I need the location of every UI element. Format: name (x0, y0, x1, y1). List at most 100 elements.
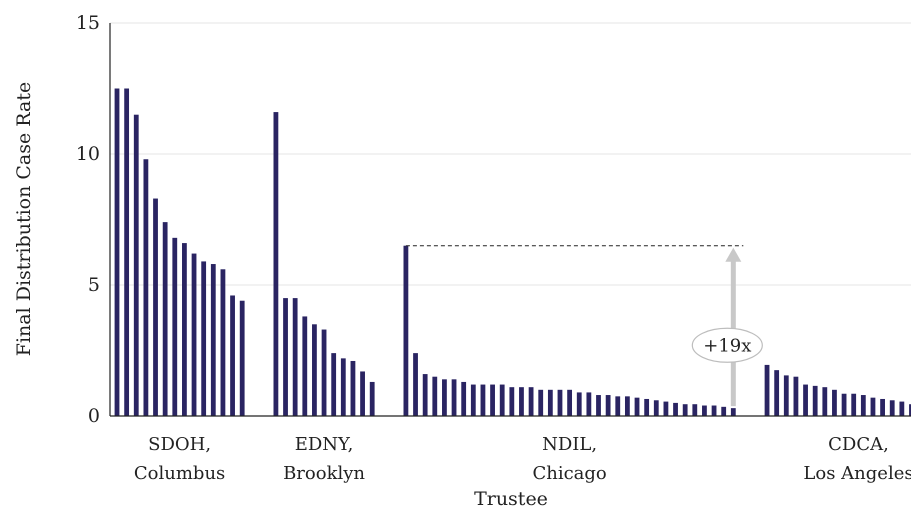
bar-edny-10 (360, 371, 365, 416)
bar-cdca-16 (909, 404, 911, 416)
annotation: +19x (405, 245, 763, 407)
category-label-cdca-line1: CDCA, (828, 434, 889, 455)
category-label-sdoh-line1: SDOH, (148, 434, 211, 455)
bar-ndil-26 (644, 398, 650, 416)
category-label-sdoh-line2: Columbus (134, 463, 225, 484)
bar-ndil-35 (730, 408, 736, 416)
bar-ndil-31 (692, 404, 698, 416)
bar-ndil-7 (461, 381, 467, 416)
category-label-edny-line1: EDNY, (295, 434, 354, 455)
bar-ndil-27 (653, 400, 659, 416)
annotation-bubble (691, 327, 763, 363)
bar-edny-6 (321, 329, 327, 416)
bar-cdca-3 (783, 375, 789, 416)
bar-cdca-2 (774, 370, 780, 416)
bar-cdca-10 (851, 393, 857, 416)
bar-ndil-17 (557, 389, 563, 416)
gridlines (110, 22, 911, 286)
bar-cdca-6 (812, 385, 818, 416)
bar-ndil-5 (442, 379, 447, 416)
bar-sdoh-10 (201, 261, 207, 416)
bar-ndil-21 (596, 395, 601, 416)
bar-ndil-3 (422, 374, 428, 416)
bar-cdca-7 (822, 387, 828, 416)
bar-edny-9 (350, 360, 356, 416)
bar-edny-7 (331, 353, 337, 416)
category-label-ndil-line2: Chicago (532, 463, 606, 484)
bar-cdca-4 (793, 376, 799, 416)
bar-ndil-1 (403, 245, 409, 416)
bar-cdca-11 (860, 395, 866, 416)
category-label-cdca-line2: Los Angeles (803, 463, 911, 484)
y-tick-label-10: 10 (76, 143, 100, 165)
bar-ndil-12 (509, 387, 515, 416)
bar-ndil-25 (634, 397, 640, 416)
bar-ndil-29 (673, 402, 678, 416)
bar-ndil-15 (538, 389, 544, 416)
category-label-edny-line2: Brooklyn (283, 463, 365, 484)
bar-edny-8 (340, 358, 346, 416)
bar-ndil-4 (432, 376, 438, 416)
bar-sdoh-4 (143, 159, 149, 417)
bar-sdoh-8 (182, 243, 187, 416)
bar-sdoh-5 (153, 198, 158, 416)
bar-ndil-22 (605, 395, 611, 416)
bar-sdoh-14 (239, 300, 245, 416)
bar-cdca-12 (870, 397, 876, 416)
bar-sdoh-11 (210, 264, 216, 416)
bar-sdoh-12 (220, 269, 226, 416)
bar-sdoh-3 (133, 114, 139, 416)
bar-ndil-23 (615, 396, 621, 416)
bar-edny-3 (292, 298, 298, 416)
bar-edny-1 (273, 112, 279, 416)
bar-ndil-18 (567, 389, 573, 416)
bar-ndil-33 (711, 405, 717, 416)
bar-cdca-15 (899, 401, 905, 416)
bar-ndil-6 (451, 379, 457, 416)
bar-cdca-1 (764, 364, 770, 416)
bar-edny-4 (302, 316, 308, 416)
bar-ndil-9 (480, 384, 486, 416)
bar-cdca-14 (889, 400, 895, 416)
bar-ndil-2 (413, 353, 418, 416)
bar-ndil-16 (547, 389, 553, 416)
bar-ndil-34 (721, 406, 727, 416)
bar-sdoh-9 (191, 253, 197, 416)
bar-ndil-24 (624, 396, 630, 416)
category-labels: SDOH, Columbus EDNY, Brooklyn NDIL, Chicago CD… (134, 434, 911, 484)
bar-ndil-28 (663, 401, 669, 416)
bar-sdoh-6 (162, 222, 168, 416)
bar-ndil-10 (490, 384, 495, 416)
bar-ndil-11 (499, 384, 505, 416)
y-axis-title: Final Distribution Case Rate (13, 82, 35, 356)
bar-sdoh-7 (172, 237, 178, 416)
bar-sdoh-1 (114, 88, 120, 416)
bar-edny-5 (312, 324, 317, 416)
bar-cdca-9 (841, 393, 847, 416)
bar-ndil-19 (576, 392, 582, 416)
bar-ndil-13 (519, 387, 524, 416)
category-label-ndil-line1: NDIL, (542, 434, 597, 455)
bar-ndil-32 (702, 405, 707, 416)
y-tick-label-0: 0 (88, 405, 100, 427)
bar-cdca-13 (880, 398, 885, 416)
bar-edny-2 (283, 298, 288, 416)
y-tick-label-15: 15 (76, 12, 100, 34)
annotation-arrow-head (725, 247, 742, 262)
bar-ndil-8 (470, 384, 476, 416)
bar-sdoh-2 (124, 88, 130, 416)
bar-ndil-14 (528, 387, 534, 416)
bar-sdoh-13 (230, 295, 235, 416)
bar-cdca-8 (832, 389, 837, 416)
bar-ndil-20 (586, 392, 592, 416)
annotation-label: +19x (703, 335, 751, 356)
x-axis-title: Trustee (474, 488, 548, 510)
y-tick-label-5: 5 (88, 274, 100, 296)
bar-ndil-30 (682, 404, 688, 416)
bar-edny-11 (369, 381, 375, 416)
bars (114, 88, 911, 417)
y-tick-labels: 0 5 10 15 (76, 12, 100, 427)
bar-cdca-5 (803, 384, 808, 416)
